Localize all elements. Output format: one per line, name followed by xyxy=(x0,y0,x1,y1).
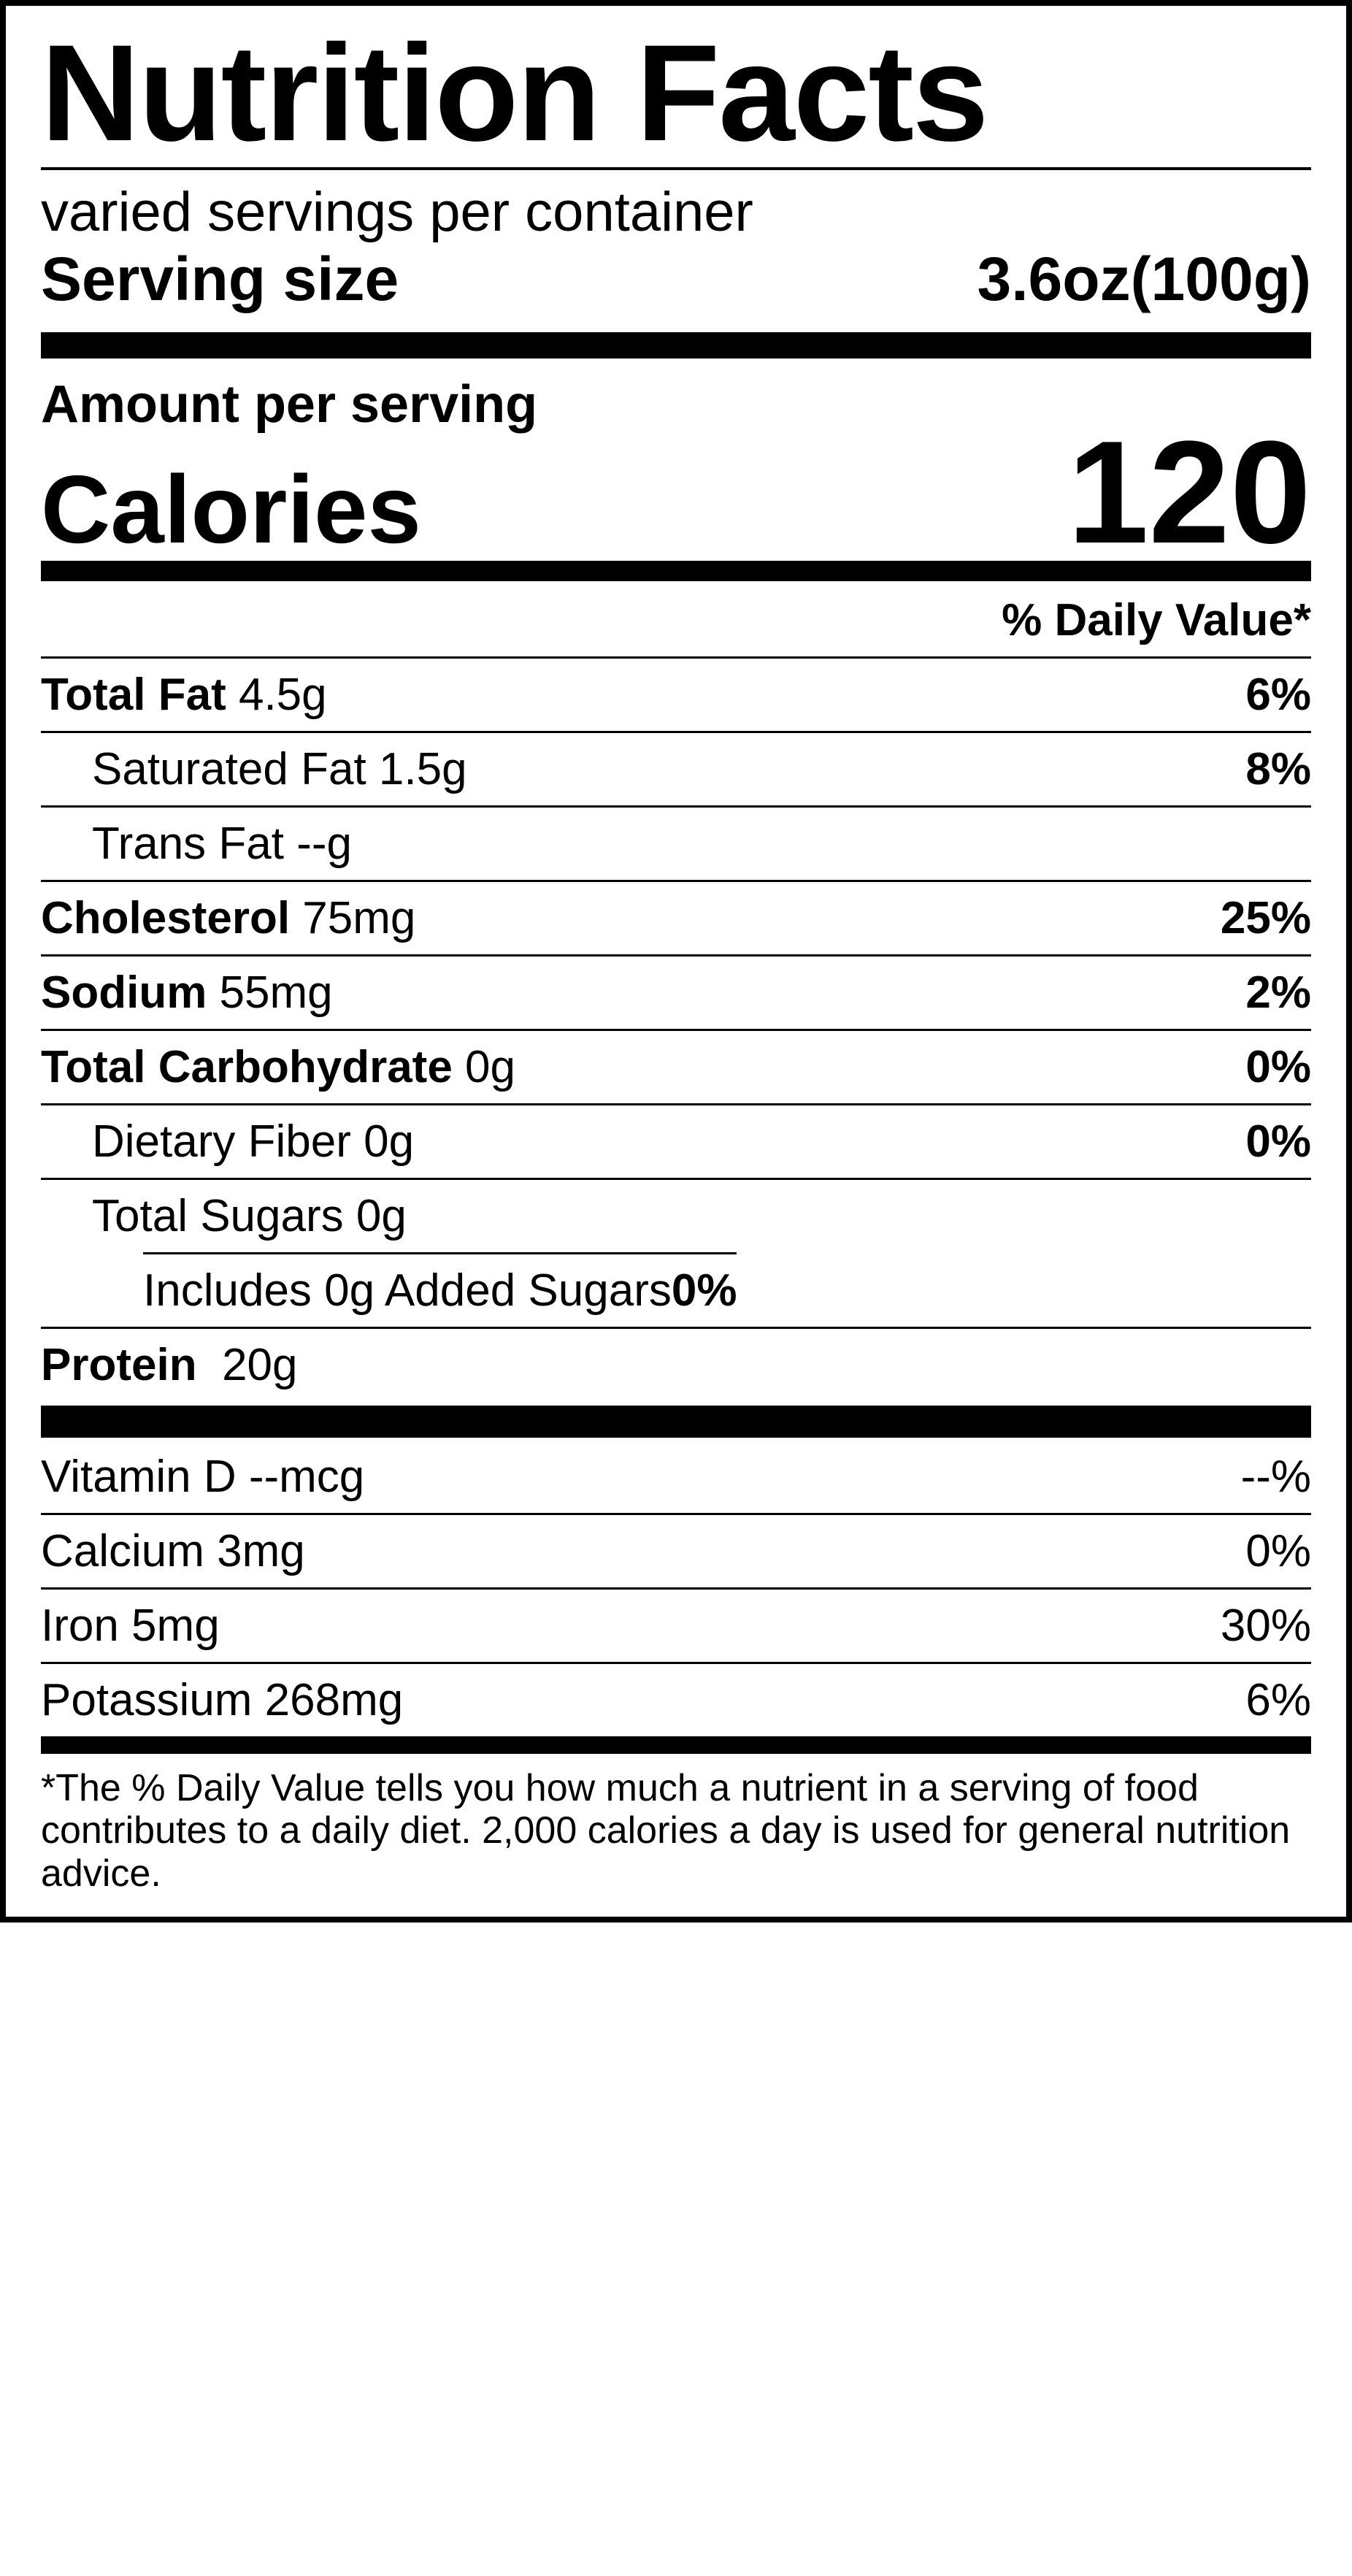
protein-amount: 20g xyxy=(210,1340,298,1390)
vitamin-dv: 6% xyxy=(1245,1674,1311,1726)
vitamin-row: Iron 5mg 30% xyxy=(41,1587,1311,1662)
nutrients-list: Total Fat 4.5g 6% Saturated Fat 1.5g 8% Tran… xyxy=(41,656,1311,1252)
thick-bar-below-vitamins xyxy=(41,1736,1311,1754)
vitamins-list: Vitamin D --mcg --% Calcium 3mg 0% Iron 5mg 3… xyxy=(41,1438,1311,1736)
vitamin-dv: 0% xyxy=(1245,1525,1311,1577)
title: Nutrition Facts xyxy=(41,28,1311,158)
nutrient-amount: 0g xyxy=(344,1191,407,1241)
nutrient-name: Total Fat xyxy=(41,670,226,720)
daily-value-footnote: *The % Daily Value tells you how much a … xyxy=(41,1754,1311,1895)
calories-label: Calories xyxy=(41,467,421,553)
nutrient-dv: 25% xyxy=(1221,892,1311,944)
nutrient-name: Dietary Fiber xyxy=(92,1116,351,1167)
nutrient-dv: 2% xyxy=(1245,967,1311,1019)
vitamin-name-amount: Calcium 3mg xyxy=(41,1525,305,1577)
added-sugars-dv: 0% xyxy=(672,1265,737,1316)
nutrient-row: Sodium 55mg 2% xyxy=(41,954,1311,1029)
nutrient-row: Total Fat 4.5g 6% xyxy=(41,656,1311,731)
nutrient-row: Saturated Fat 1.5g 8% xyxy=(41,731,1311,805)
servings-per-container: varied servings per container xyxy=(41,170,1311,242)
vitamin-dv: --% xyxy=(1241,1451,1311,1503)
nutrient-row: Trans Fat --g xyxy=(41,805,1311,880)
nutrient-name: Sodium xyxy=(41,967,207,1018)
protein-name: Protein xyxy=(41,1340,197,1390)
protein-row: Protein 20g xyxy=(41,1327,1311,1401)
thick-bar-1 xyxy=(41,332,1311,359)
nutrient-name: Trans Fat xyxy=(92,819,284,869)
nutrient-dv: 0% xyxy=(1245,1116,1311,1168)
calories-row: Calories 120 xyxy=(41,434,1311,561)
nutrient-amount: 55mg xyxy=(207,967,332,1018)
nutrient-row: Dietary Fiber 0g 0% xyxy=(41,1103,1311,1178)
nutrient-row: Total Carbohydrate 0g 0% xyxy=(41,1029,1311,1103)
added-sugars-row: Includes 0g Added Sugars 0% xyxy=(41,1252,1311,1327)
nutrient-amount: 0g xyxy=(453,1042,515,1092)
vitamin-name-amount: Potassium 268mg xyxy=(41,1674,403,1726)
nutrient-dv: 6% xyxy=(1245,669,1311,721)
nutrient-amount: 1.5g xyxy=(366,744,467,794)
nutrient-name: Saturated Fat xyxy=(92,744,366,794)
vitamin-dv: 30% xyxy=(1221,1600,1311,1652)
nutrient-dv: 8% xyxy=(1245,743,1311,795)
nutrient-name: Total Carbohydrate xyxy=(41,1042,453,1092)
vitamin-name-amount: Iron 5mg xyxy=(41,1600,220,1652)
percent-daily-value-header: % Daily Value* xyxy=(41,581,1311,656)
serving-size-value: 3.6oz(100g) xyxy=(977,244,1312,315)
nutrient-row: Total Sugars 0g xyxy=(41,1178,1311,1252)
nutrition-facts-label: Nutrition Facts varied servings per cont… xyxy=(0,0,1352,1923)
vitamin-row: Calcium 3mg 0% xyxy=(41,1513,1311,1587)
nutrient-amount: 0g xyxy=(351,1116,414,1167)
calories-value: 120 xyxy=(1067,434,1311,551)
serving-size-label: Serving size xyxy=(41,244,399,315)
vitamin-name-amount: Vitamin D --mcg xyxy=(41,1451,364,1503)
nutrient-row: Cholesterol 75mg 25% xyxy=(41,880,1311,954)
nutrient-amount: --g xyxy=(284,819,352,869)
serving-size-row: Serving size 3.6oz(100g) xyxy=(41,241,1311,332)
added-sugars-text: Includes 0g Added Sugars xyxy=(143,1265,672,1316)
vitamin-row: Potassium 268mg 6% xyxy=(41,1662,1311,1736)
nutrient-amount: 4.5g xyxy=(226,670,327,720)
thick-bar-above-vitamins xyxy=(41,1406,1311,1438)
nutrient-name: Total Sugars xyxy=(92,1191,344,1241)
nutrient-dv: 0% xyxy=(1245,1041,1311,1093)
nutrient-amount: 75mg xyxy=(290,893,415,943)
vitamin-row: Vitamin D --mcg --% xyxy=(41,1441,1311,1513)
nutrient-name: Cholesterol xyxy=(41,893,290,943)
